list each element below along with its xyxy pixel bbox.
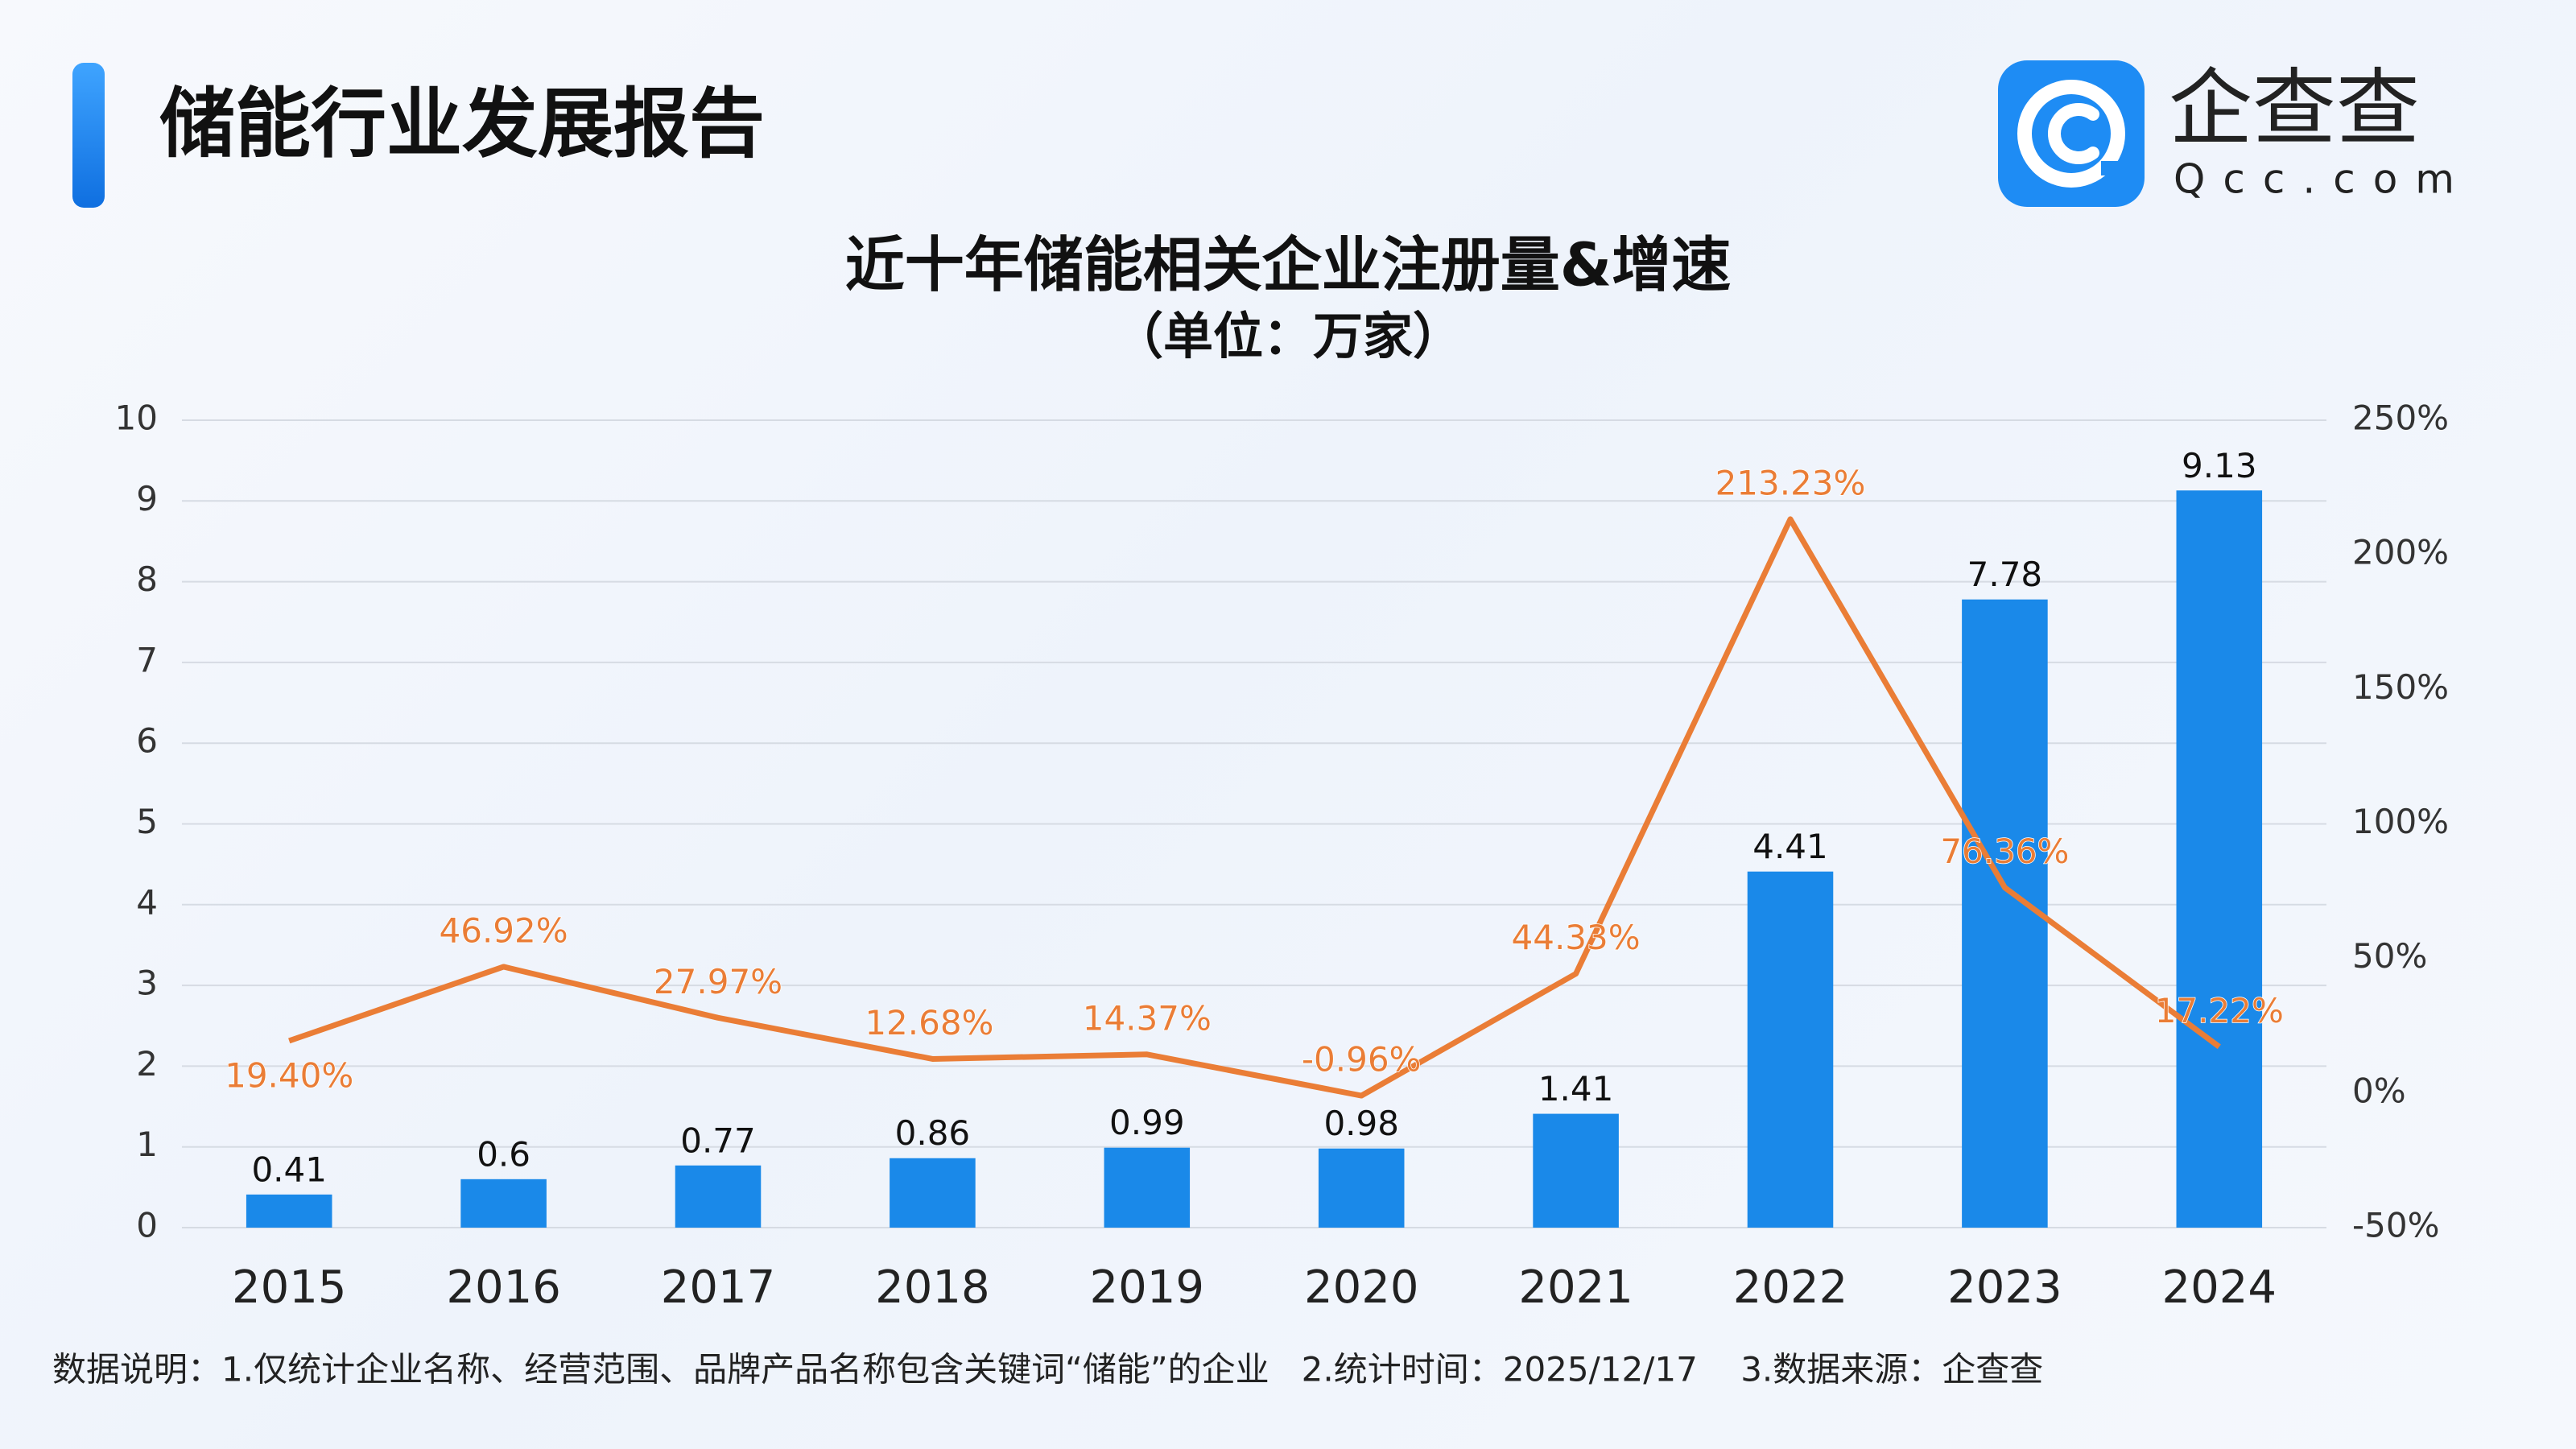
y-tick-label: 2 [136, 1044, 158, 1084]
bar-value-label: 0.77 [680, 1121, 756, 1160]
x-tick-label: 2022 [1733, 1261, 1848, 1314]
x-tick-label: 2019 [1090, 1261, 1205, 1314]
bar-value-label: 0.41 [251, 1150, 327, 1189]
header-title: 储能行业发展报告 [159, 80, 765, 168]
bar-value-label: 4.41 [1752, 827, 1828, 866]
bar-value-label: 0.6 [477, 1134, 530, 1174]
y2-tick-label: 150% [2352, 667, 2449, 707]
x-tick-label: 2021 [1518, 1261, 1633, 1314]
y2-tick-label: 250% [2352, 398, 2449, 438]
y-tick-label: 10 [115, 398, 158, 438]
x-tick-label: 2018 [875, 1261, 990, 1314]
y-tick-label: 1 [136, 1125, 158, 1164]
line-value-label: 46.92% [440, 910, 568, 950]
x-tick-label: 2016 [446, 1261, 561, 1314]
line-value-label: -0.96% [1302, 1040, 1422, 1080]
y-tick-label: 0 [136, 1206, 158, 1245]
y2-tick-label: 100% [2352, 802, 2449, 841]
bar [246, 1194, 332, 1228]
y-tick-label: 4 [136, 882, 158, 922]
y2-tick-label: 200% [2352, 533, 2449, 572]
line-value-label: 76.36% [1940, 832, 2069, 871]
x-tick-label: 2015 [232, 1261, 347, 1314]
y2-tick-label: 0% [2352, 1071, 2406, 1110]
bar [460, 1179, 547, 1228]
y-tick-label: 7 [136, 640, 158, 679]
line-value-label: 12.68% [865, 1003, 993, 1042]
bar [1962, 599, 2048, 1228]
logo-ring [2017, 80, 2125, 188]
line-value-label: 44.33% [1512, 918, 1641, 957]
y-tick-label: 6 [136, 721, 158, 761]
bar [1318, 1148, 1405, 1228]
bar-value-label: 9.13 [2182, 446, 2257, 485]
bar-value-label: 0.98 [1323, 1104, 1399, 1143]
y2-tick-label: 50% [2352, 936, 2427, 976]
bar [1533, 1113, 1619, 1228]
line-value-label: 19.40% [225, 1055, 353, 1095]
bar-value-label: 1.41 [1538, 1069, 1614, 1108]
line-value-label: 17.22% [2155, 991, 2284, 1030]
logo-name: 企查查 [2169, 59, 2420, 157]
bar [1104, 1147, 1191, 1228]
y-tick-label: 8 [136, 559, 158, 599]
x-tick-label: 2023 [1947, 1261, 2062, 1314]
logo-c [2048, 103, 2099, 164]
bar [1747, 871, 1834, 1228]
y-tick-label: 3 [136, 964, 158, 1003]
footnote: 数据说明：1.仅统计企业名称、经营范围、品牌产品名称包含关键词“储能”的企业 2… [52, 1350, 2043, 1389]
y-tick-label: 5 [136, 802, 158, 841]
line-value-label: 27.97% [654, 962, 782, 1001]
y-tick-label: 9 [136, 479, 158, 518]
bar [890, 1158, 976, 1228]
chart-subtitle: （单位：万家） [1113, 307, 1463, 365]
bar-value-label: 0.99 [1109, 1103, 1185, 1142]
x-tick-label: 2024 [2162, 1261, 2277, 1314]
bar [2176, 490, 2263, 1228]
bar-value-label: 0.86 [895, 1113, 971, 1153]
line [288, 516, 2221, 1099]
logo-domain: Qcc.com [2174, 156, 2472, 203]
line-value-label: 14.37% [1083, 998, 1212, 1038]
x-tick-label: 2017 [661, 1261, 776, 1314]
x-tick-label: 2020 [1304, 1261, 1419, 1314]
bar [675, 1165, 762, 1228]
logo-gap [2101, 161, 2133, 175]
header-accent [72, 63, 105, 208]
line-value-label: 213.23% [1715, 463, 1866, 502]
bar-value-label: 7.78 [1967, 555, 2043, 594]
y2-tick-label: -50% [2352, 1206, 2440, 1245]
chart-title: 近十年储能相关企业注册量&增速 [845, 231, 1732, 300]
